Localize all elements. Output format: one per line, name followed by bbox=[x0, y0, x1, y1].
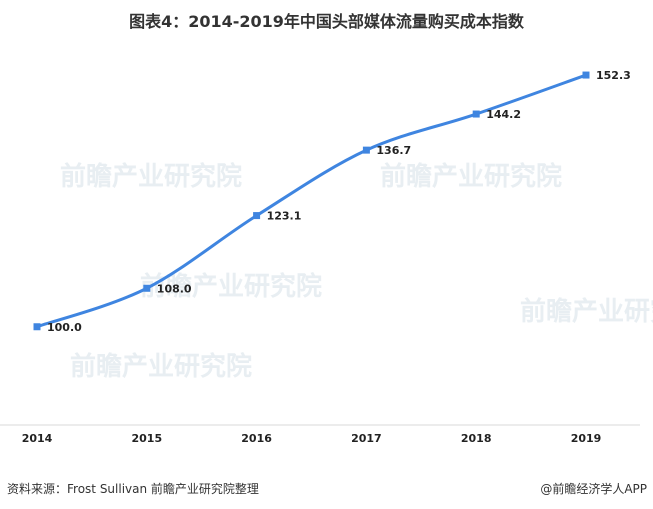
x-tick-label: 2019 bbox=[571, 432, 602, 445]
watermarks: 前瞻产业研究院前瞻产业研究院前瞻产业研究院前瞻产业研究院前瞻产业研究院 bbox=[60, 161, 653, 382]
data-label: 100.0 bbox=[47, 321, 82, 334]
watermark: 前瞻产业研究院 bbox=[380, 161, 562, 192]
data-label: 136.7 bbox=[376, 144, 411, 157]
watermark: 前瞻产业研究院 bbox=[60, 161, 242, 192]
data-point bbox=[362, 146, 370, 154]
brand-credit: @前瞻经济学人APP bbox=[540, 482, 647, 496]
chart-title: 图表4：2014-2019年中国头部媒体流量购买成本指数 bbox=[129, 12, 524, 31]
watermark: 前瞻产业研究院 bbox=[520, 296, 653, 327]
data-label: 144.2 bbox=[486, 108, 521, 121]
data-label: 123.1 bbox=[267, 210, 302, 223]
x-tick-label: 2014 bbox=[22, 432, 53, 445]
data-point bbox=[143, 284, 151, 292]
data-label: 108.0 bbox=[157, 282, 192, 295]
x-tick-label: 2015 bbox=[131, 432, 162, 445]
data-point bbox=[582, 71, 590, 79]
source-note: 资料来源：Frost Sullivan 前瞻产业研究院整理 bbox=[7, 482, 259, 496]
data-point bbox=[472, 110, 480, 118]
data-point bbox=[33, 323, 41, 331]
x-tick-label: 2017 bbox=[351, 432, 382, 445]
watermark: 前瞻产业研究院 bbox=[70, 351, 252, 382]
series-line bbox=[36, 73, 587, 329]
data-label: 152.3 bbox=[596, 69, 631, 82]
x-tick-label: 2018 bbox=[461, 432, 492, 445]
x-tick-label: 2016 bbox=[241, 432, 272, 445]
data-point bbox=[253, 212, 261, 220]
